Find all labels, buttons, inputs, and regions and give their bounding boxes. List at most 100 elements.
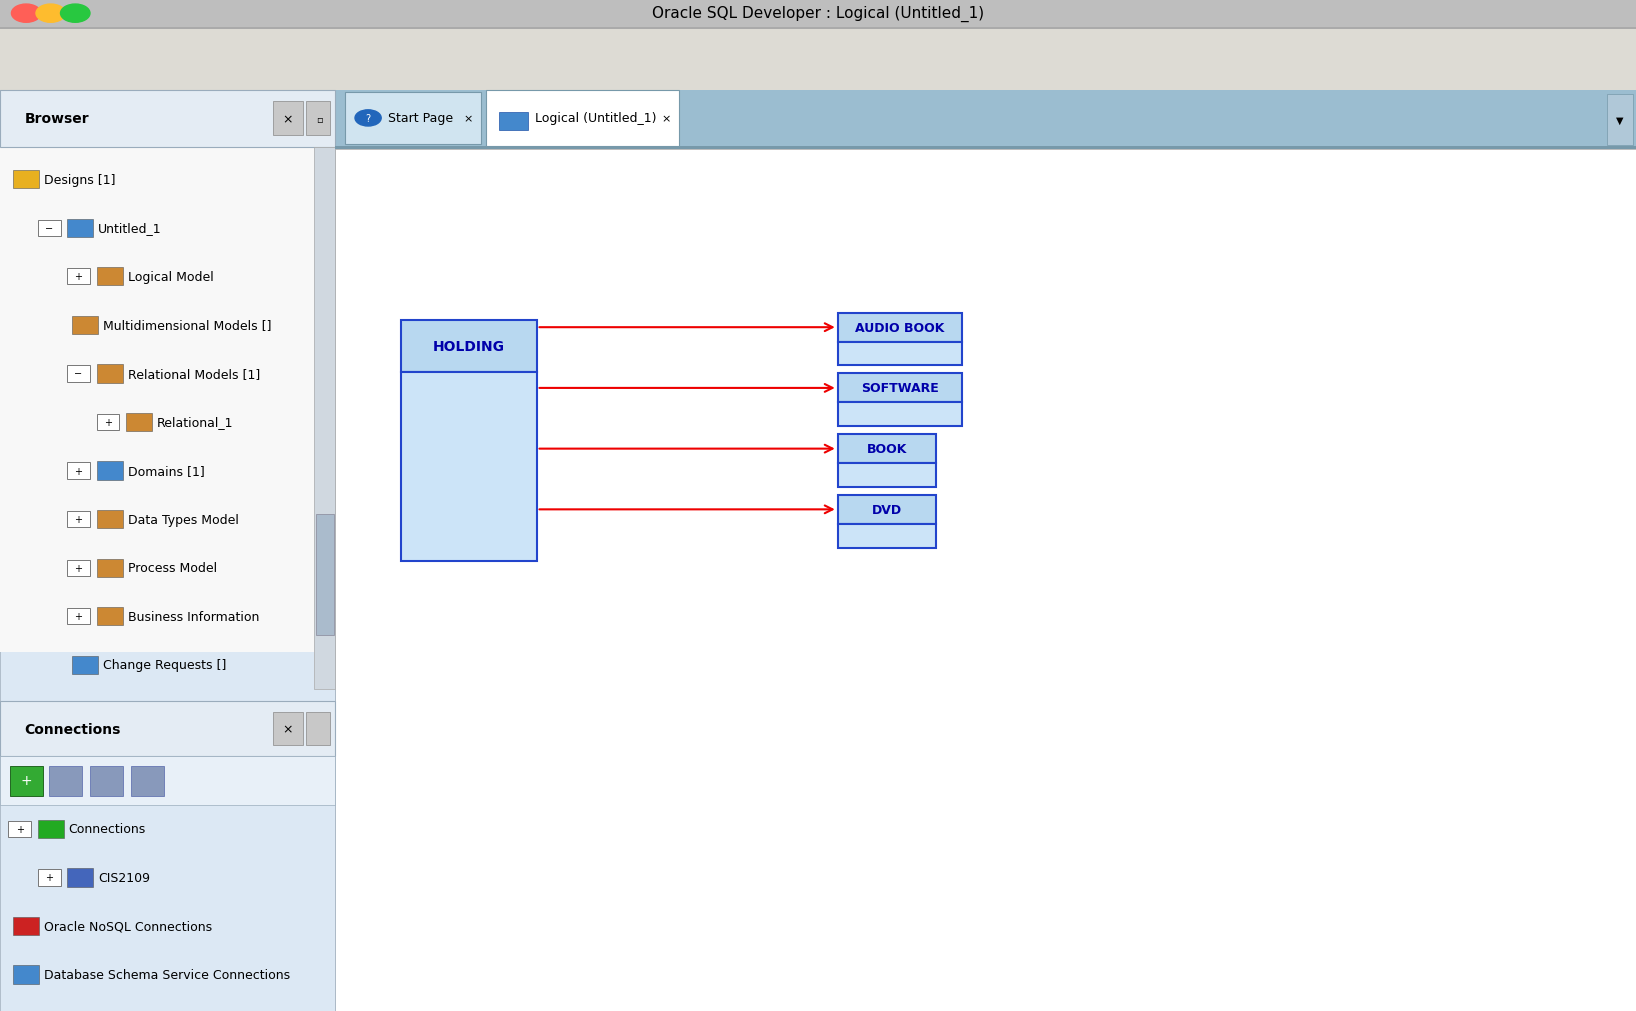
Text: +: + [46,872,52,883]
Text: Database Schema Service Connections: Database Schema Service Connections [44,969,290,981]
Bar [306,102,330,136]
Bar [72,656,98,674]
Text: −: − [75,369,82,379]
Text: Connections: Connections [25,722,121,736]
Bar [67,609,90,625]
Text: ×: × [283,113,293,125]
Circle shape [61,5,90,23]
Bar [273,713,303,745]
Bar [273,102,303,136]
Text: ▼: ▼ [1616,115,1623,125]
Bar [49,766,82,797]
Bar [0,702,335,756]
Bar [97,415,119,431]
Bar [90,766,123,797]
Bar [345,93,481,145]
Bar [306,713,330,745]
Text: AUDIO BOOK: AUDIO BOOK [856,321,944,335]
Bar [0,28,1636,91]
Bar [97,511,123,529]
Circle shape [355,111,381,127]
Text: DVD: DVD [872,503,901,517]
Bar [13,171,39,189]
Bar [67,219,93,238]
Text: Data Types Model: Data Types Model [128,514,239,526]
Text: +: + [16,824,23,834]
Bar [838,343,962,366]
Bar [0,0,1636,28]
Text: −: − [46,223,52,234]
Text: +: + [75,272,82,282]
Bar [97,365,123,383]
Bar [838,525,936,548]
Bar [67,868,93,887]
Bar [126,413,152,432]
Bar [38,869,61,886]
Bar [335,91,1636,150]
Text: ▫: ▫ [316,114,322,124]
Bar [314,148,335,690]
Text: Relational Models [1]: Relational Models [1] [128,368,260,380]
Bar [316,514,334,635]
Text: Start Page: Start Page [388,112,453,125]
Bar [72,316,98,335]
Text: Oracle SQL Developer : Logical (Untitled_1): Oracle SQL Developer : Logical (Untitled… [651,6,985,22]
Text: ?: ? [365,114,371,123]
Bar [67,269,90,285]
Bar [838,313,962,343]
Bar [0,91,335,1011]
Bar [97,462,123,480]
Text: Untitled_1: Untitled_1 [98,222,162,235]
Bar [0,28,1636,30]
Bar [67,512,90,528]
Text: BOOK: BOOK [867,443,906,456]
Bar [38,220,61,237]
Text: +: + [75,466,82,476]
Bar [838,464,936,487]
Bar [401,320,537,373]
Text: Relational_1: Relational_1 [157,417,234,429]
Bar [486,91,679,147]
Bar [838,435,936,464]
Bar [10,766,43,797]
Text: Business Information: Business Information [128,611,258,623]
Text: Multidimensional Models []: Multidimensional Models [] [103,319,272,332]
Bar [1607,95,1633,146]
Bar [67,463,90,479]
Bar [67,366,90,382]
Text: Process Model: Process Model [128,562,216,574]
Text: CIS2109: CIS2109 [98,871,151,884]
Bar [401,373,537,561]
Bar [38,820,64,838]
Bar [0,756,335,805]
Bar [0,148,314,652]
Bar [97,608,123,626]
Circle shape [36,5,65,23]
Bar [131,766,164,797]
Text: Logical Model: Logical Model [128,271,213,283]
Text: Designs [1]: Designs [1] [44,174,116,186]
Bar [97,559,123,577]
Text: +: + [75,515,82,525]
Text: Change Requests []: Change Requests [] [103,659,226,671]
Bar [838,374,962,403]
Text: Logical (Untitled_1): Logical (Untitled_1) [535,112,656,125]
Text: Oracle NoSQL Connections: Oracle NoSQL Connections [44,920,213,932]
Text: +: + [75,563,82,573]
Text: ×: × [283,723,293,735]
Bar [335,147,1636,150]
Bar [499,113,528,131]
Text: +: + [75,612,82,622]
Bar [13,966,39,984]
Bar [97,268,123,286]
Bar [8,821,31,837]
Text: Browser: Browser [25,112,90,126]
Text: ×: × [463,114,473,123]
Bar [838,495,936,525]
Text: ×: × [661,114,671,123]
Text: Domains [1]: Domains [1] [128,465,204,477]
Bar [0,91,335,148]
Bar [13,917,39,935]
Bar [67,560,90,576]
Bar [838,403,962,427]
